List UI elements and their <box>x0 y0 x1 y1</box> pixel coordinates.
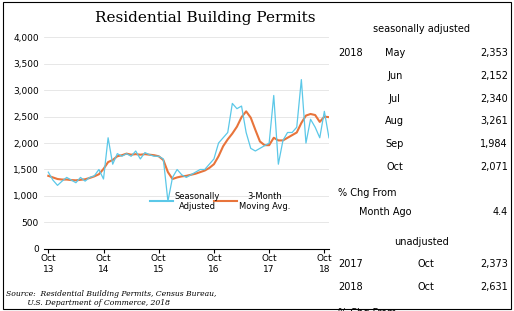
Text: 2018: 2018 <box>338 48 363 58</box>
Text: May: May <box>384 48 405 58</box>
Text: 2,071: 2,071 <box>480 162 508 172</box>
Text: Sep: Sep <box>386 139 404 149</box>
Text: 2,152: 2,152 <box>480 71 508 81</box>
Text: 3-Month
Moving Avg.: 3-Month Moving Avg. <box>239 192 290 211</box>
Text: 2,631: 2,631 <box>480 282 508 292</box>
Text: % Chg From: % Chg From <box>338 308 397 311</box>
Text: 2018: 2018 <box>338 282 363 292</box>
Text: Jun: Jun <box>387 71 402 81</box>
Text: 2,373: 2,373 <box>480 259 508 269</box>
Text: Residential Building Permits: Residential Building Permits <box>96 11 316 25</box>
Text: Oct: Oct <box>417 282 434 292</box>
Text: Oct: Oct <box>417 259 434 269</box>
Text: Month Ago: Month Ago <box>359 207 411 217</box>
Text: 2,340: 2,340 <box>480 94 508 104</box>
Text: 1,984: 1,984 <box>480 139 508 149</box>
Text: Oct: Oct <box>387 162 403 172</box>
Text: 2017: 2017 <box>338 259 363 269</box>
Text: Seasonally
Adjusted: Seasonally Adjusted <box>175 192 220 211</box>
Text: 2,353: 2,353 <box>480 48 508 58</box>
Text: Jul: Jul <box>389 94 401 104</box>
Text: 4.4: 4.4 <box>492 207 508 217</box>
Text: % Chg From: % Chg From <box>338 188 397 197</box>
Text: Aug: Aug <box>386 116 404 126</box>
Text: unadjusted: unadjusted <box>394 237 449 247</box>
Text: seasonally adjusted: seasonally adjusted <box>373 24 470 34</box>
Text: 3,261: 3,261 <box>480 116 508 126</box>
Text: Source:  Residential Building Permits, Census Bureau,
         U.S. Department o: Source: Residential Building Permits, Ce… <box>6 290 216 307</box>
